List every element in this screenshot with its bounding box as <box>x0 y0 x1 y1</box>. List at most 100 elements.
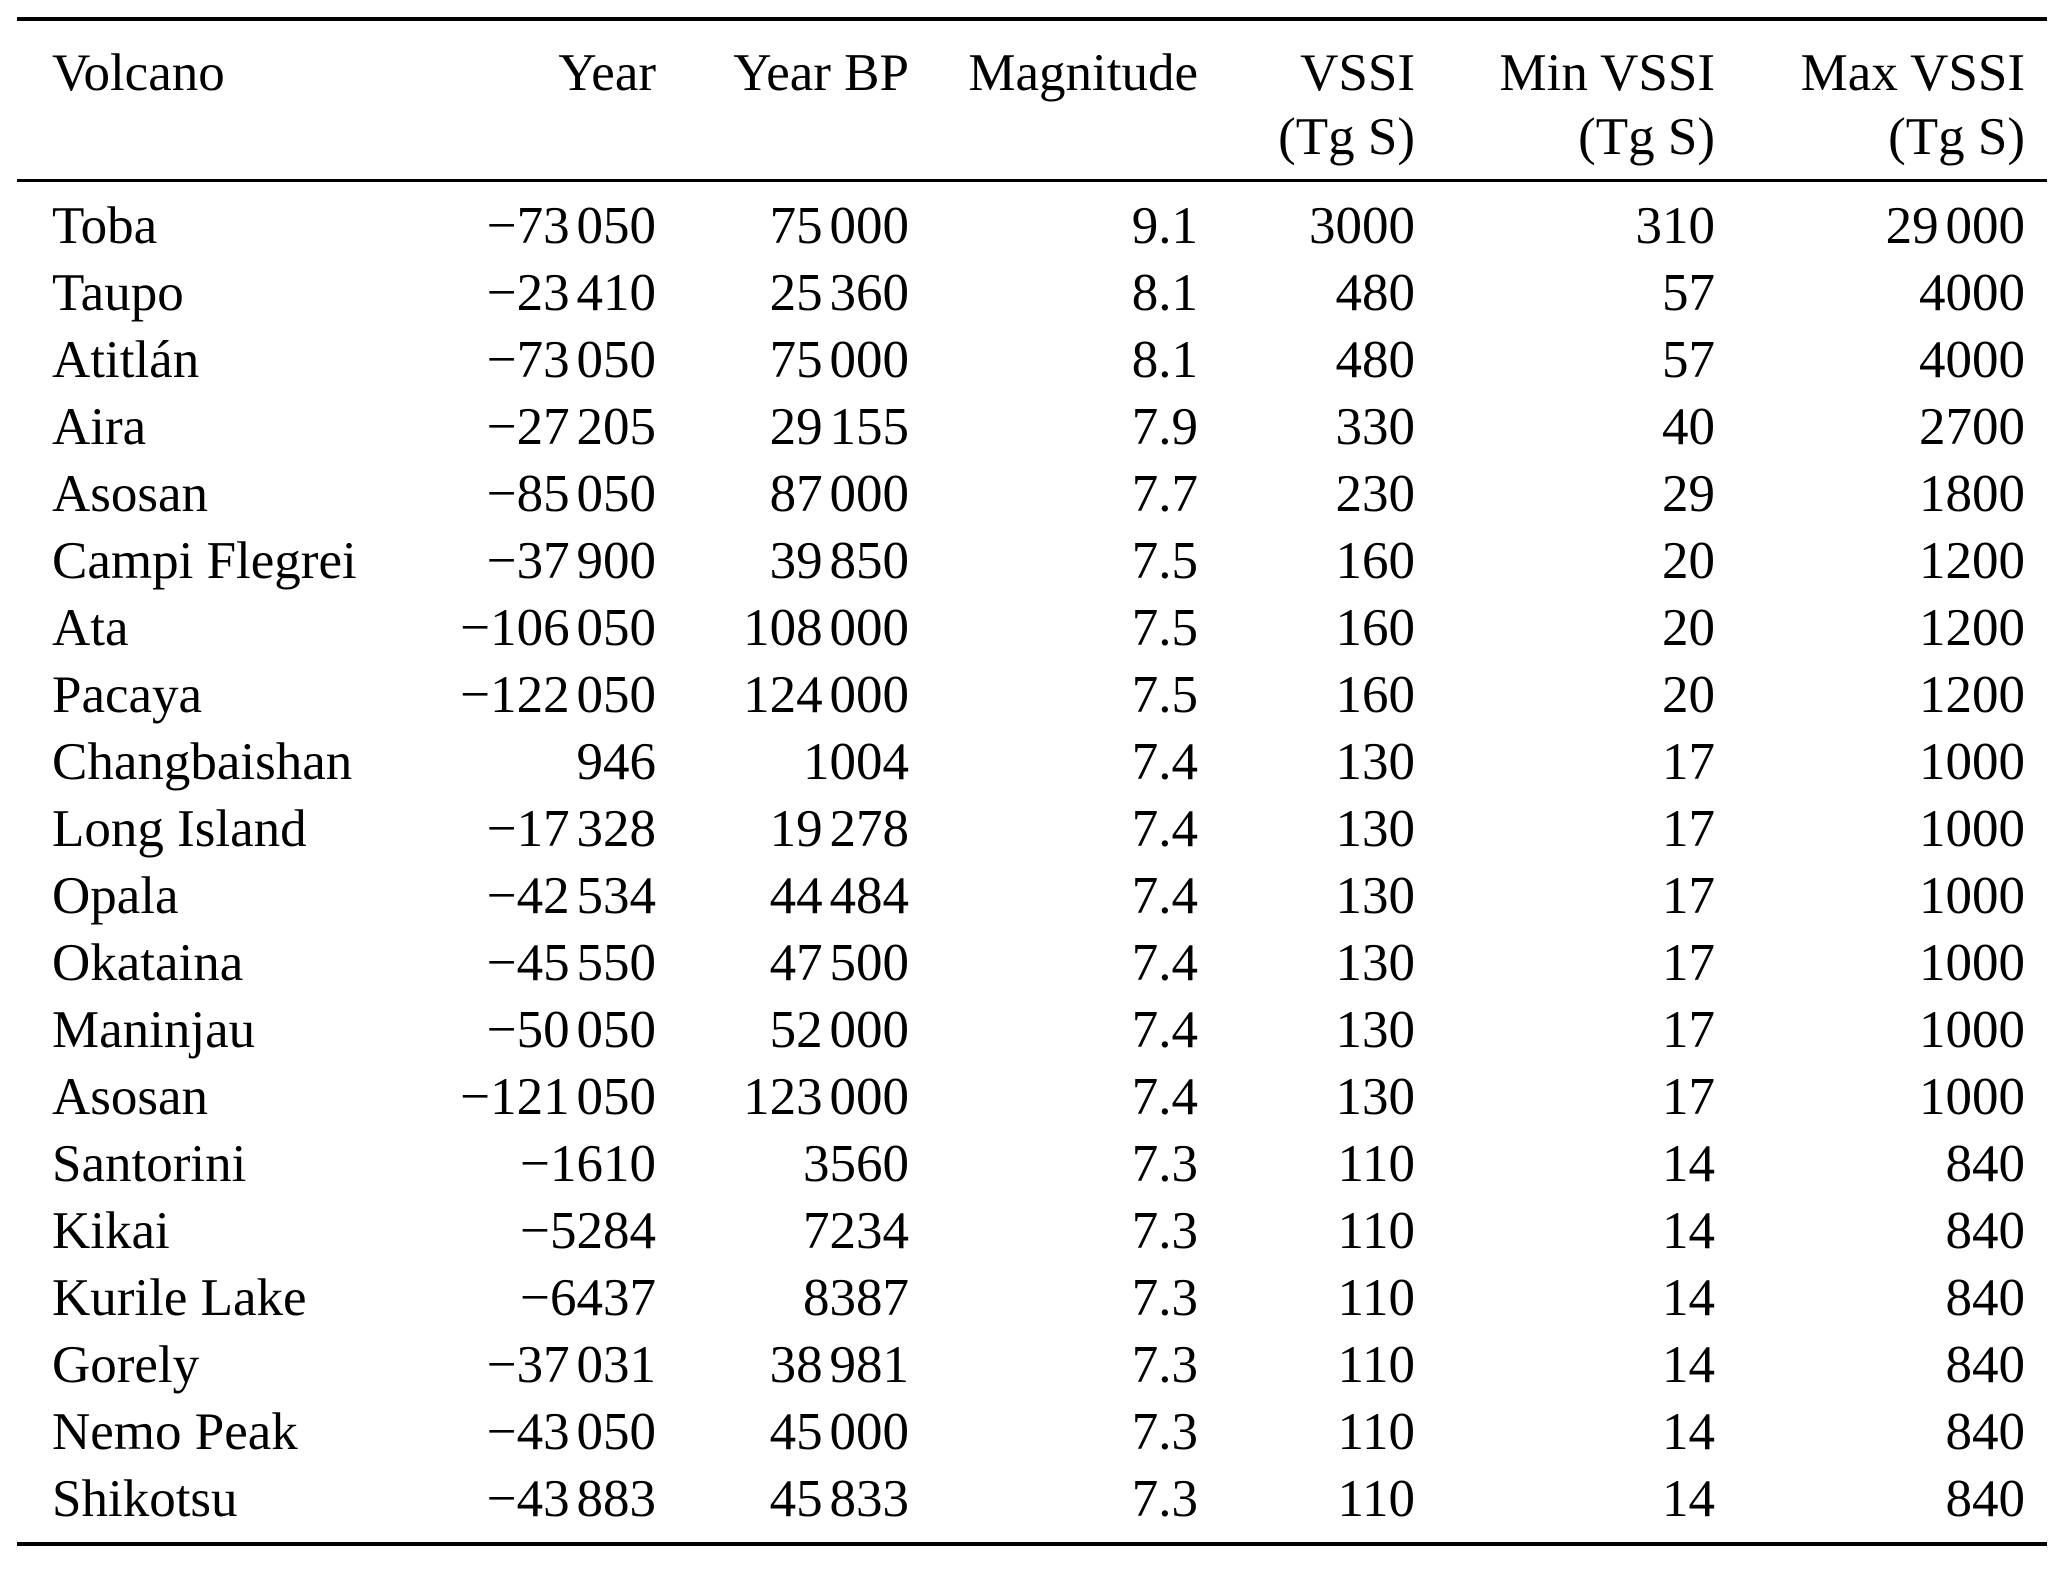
table-row: Pacaya −122 050 124 000 7.5 160 20 1200 <box>17 662 2047 729</box>
value-cell: 52 000 <box>769 1001 909 1059</box>
table-row: Okataina −45 550 47 500 7.4 130 17 1000 <box>17 930 2047 997</box>
value-cell: 7.4 <box>1131 1001 1198 1059</box>
value-cell: 130 <box>1335 800 1416 858</box>
volcano-name-cell: Kikai <box>52 1202 170 1260</box>
value-cell: −43 883 <box>486 1470 656 1528</box>
table-row: Asosan −85 050 87 000 7.7 230 29 1800 <box>17 461 2047 528</box>
value-cell: 17 <box>1662 1001 1715 1059</box>
value-cell: 7.5 <box>1131 666 1198 724</box>
value-cell: 14 <box>1662 1202 1715 1260</box>
value-cell: 7.3 <box>1131 1470 1198 1528</box>
value-cell: 1000 <box>1919 1068 2025 1126</box>
value-cell: 160 <box>1335 599 1416 657</box>
value-cell: 25 360 <box>769 264 909 322</box>
value-cell: 1000 <box>1919 733 2025 791</box>
table-row: Changbaishan 946 1004 7.4 130 17 1000 <box>17 729 2047 796</box>
value-cell: 57 <box>1662 264 1715 322</box>
value-cell: 108 000 <box>743 599 909 657</box>
value-cell: −121 050 <box>460 1068 656 1126</box>
value-cell: 330 <box>1335 398 1416 456</box>
value-cell: 9.1 <box>1131 197 1198 255</box>
value-cell: 123 000 <box>743 1068 909 1126</box>
column-header-label: Min VSSI <box>1499 44 1715 102</box>
value-cell: 20 <box>1662 599 1715 657</box>
volcano-name-cell: Campi Flegrei <box>52 532 357 590</box>
table-row: Kurile Lake −6437 8387 7.3 110 14 840 <box>17 1265 2047 1332</box>
volcano-name-cell: Opala <box>52 867 179 925</box>
value-cell: 47 500 <box>769 934 909 992</box>
value-cell: 2700 <box>1919 398 2025 456</box>
value-cell: −122 050 <box>460 666 656 724</box>
value-cell: 17 <box>1662 733 1715 791</box>
value-cell: 130 <box>1335 934 1416 992</box>
column-header-sublabel: (Tg S) <box>1888 108 2025 166</box>
column-header-min-vssi: Min VSSI (Tg S) <box>1415 19 1715 181</box>
value-cell: 840 <box>1945 1336 2026 1394</box>
column-header-label: Volcano <box>52 44 225 102</box>
value-cell: 44 484 <box>769 867 909 925</box>
value-cell: 1004 <box>803 733 909 791</box>
value-cell: 39 850 <box>769 532 909 590</box>
column-header-year-bp: Year BP <box>656 19 909 181</box>
table-row: Atitlán −73 050 75 000 8.1 480 57 4000 <box>17 327 2047 394</box>
value-cell: 130 <box>1335 733 1416 791</box>
value-cell: 840 <box>1945 1135 2026 1193</box>
value-cell: 14 <box>1662 1269 1715 1327</box>
table-body: Toba −73 050 75 000 9.1 3000 310 29 000 Taupo −2… <box>17 181 2047 1545</box>
value-cell: 7.4 <box>1131 733 1198 791</box>
value-cell: 20 <box>1662 666 1715 724</box>
value-cell: 4000 <box>1919 331 2025 389</box>
value-cell: 3000 <box>1309 197 1415 255</box>
value-cell: 110 <box>1337 1202 1415 1260</box>
table-row: Toba −73 050 75 000 9.1 3000 310 29 000 <box>17 181 2047 261</box>
volcano-name-cell: Aira <box>52 398 147 456</box>
value-cell: 110 <box>1337 1403 1415 1461</box>
value-cell: 29 000 <box>1885 197 2025 255</box>
volcano-name-cell: Pacaya <box>52 666 203 724</box>
table-row: Taupo −23 410 25 360 8.1 480 57 4000 <box>17 260 2047 327</box>
volcano-name-cell: Okataina <box>52 934 244 992</box>
column-header-label: Year BP <box>733 44 909 102</box>
column-header-magnitude: Magnitude <box>909 19 1198 181</box>
value-cell: 160 <box>1335 532 1416 590</box>
table-row: Aira −27 205 29 155 7.9 330 40 2700 <box>17 394 2047 461</box>
volcano-name-cell: Atitlán <box>52 331 200 389</box>
value-cell: 3560 <box>803 1135 909 1193</box>
value-cell: 14 <box>1662 1470 1715 1528</box>
table-row: Santorini −1610 3560 7.3 110 14 840 <box>17 1131 2047 1198</box>
volcano-name-cell: Toba <box>52 197 158 255</box>
table-row: Campi Flegrei −37 900 39 850 7.5 160 20 1200 <box>17 528 2047 595</box>
value-cell: −45 550 <box>486 934 656 992</box>
value-cell: 7.4 <box>1131 934 1198 992</box>
table-row: Nemo Peak −43 050 45 000 7.3 110 14 840 <box>17 1399 2047 1466</box>
table-row: Gorely −37 031 38 981 7.3 110 14 840 <box>17 1332 2047 1399</box>
value-cell: 230 <box>1335 465 1416 523</box>
volcano-name-cell: Changbaishan <box>52 733 353 791</box>
value-cell: 480 <box>1335 264 1416 322</box>
value-cell: 124 000 <box>743 666 909 724</box>
value-cell: −6437 <box>520 1269 656 1327</box>
value-cell: 7.3 <box>1131 1403 1198 1461</box>
value-cell: 946 <box>576 733 657 791</box>
value-cell: 7.3 <box>1131 1269 1198 1327</box>
value-cell: −17 328 <box>486 800 656 858</box>
value-cell: 840 <box>1945 1470 2026 1528</box>
volcano-name-cell: Asosan <box>52 1068 209 1126</box>
volcano-name-cell: Taupo <box>52 264 184 322</box>
column-header-vssi: VSSI (Tg S) <box>1198 19 1415 181</box>
value-cell: 38 981 <box>769 1336 909 1394</box>
value-cell: 57 <box>1662 331 1715 389</box>
value-cell: 29 155 <box>769 398 909 456</box>
volcano-name-cell: Gorely <box>52 1336 200 1394</box>
column-header-label: Magnitude <box>968 44 1198 102</box>
column-header-label: Max VSSI <box>1800 44 2025 102</box>
value-cell: 7.5 <box>1131 532 1198 590</box>
table-row: Asosan −121 050 123 000 7.4 130 17 1000 <box>17 1064 2047 1131</box>
value-cell: 7234 <box>803 1202 909 1260</box>
value-cell: −1610 <box>520 1135 656 1193</box>
value-cell: 110 <box>1337 1336 1415 1394</box>
value-cell: −37 031 <box>486 1336 656 1394</box>
table-row: Shikotsu −43 883 45 833 7.3 110 14 840 <box>17 1466 2047 1544</box>
value-cell: 160 <box>1335 666 1416 724</box>
value-cell: 7.9 <box>1131 398 1198 456</box>
